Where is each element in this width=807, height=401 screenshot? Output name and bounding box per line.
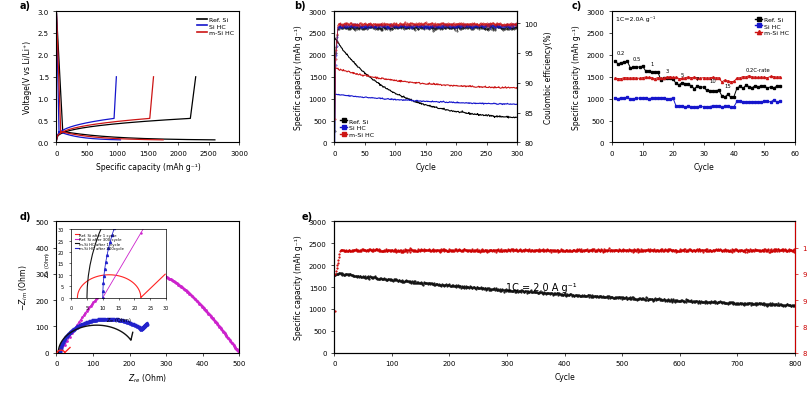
Text: 0.2: 0.2: [617, 51, 625, 56]
Text: 0.2C-rate: 0.2C-rate: [746, 67, 771, 72]
Text: e): e): [302, 211, 313, 221]
Legend: Ref. Si, Si HC, m-Si HC: Ref. Si, Si HC, m-Si HC: [337, 116, 377, 140]
Text: b): b): [294, 2, 306, 11]
Y-axis label: $-Z_{im}$ (Ohm): $-Z_{im}$ (Ohm): [17, 264, 30, 310]
Text: 1C=2.0A g⁻¹: 1C=2.0A g⁻¹: [616, 16, 655, 22]
X-axis label: Cycle: Cycle: [554, 372, 575, 381]
Y-axis label: Specific capacity (mAh g⁻¹): Specific capacity (mAh g⁻¹): [294, 235, 303, 340]
Text: 5: 5: [680, 73, 684, 78]
Text: 3: 3: [665, 69, 668, 74]
Y-axis label: Voltage(V vs Li/Li⁺): Voltage(V vs Li/Li⁺): [23, 41, 32, 114]
Text: 15: 15: [725, 84, 731, 89]
Text: 1: 1: [650, 62, 654, 67]
X-axis label: Cycle: Cycle: [693, 162, 714, 171]
X-axis label: Cycle: Cycle: [416, 162, 436, 171]
Y-axis label: Specific capacity (mAh g⁻¹): Specific capacity (mAh g⁻¹): [294, 25, 303, 130]
X-axis label: Specific capacity (mAh g⁻¹): Specific capacity (mAh g⁻¹): [95, 162, 200, 171]
Legend: Ref. Si, Si HC, m-Si HC: Ref. Si, Si HC, m-Si HC: [194, 15, 236, 39]
Text: c): c): [572, 2, 582, 11]
Legend: Ref. Si, Si HC, m-Si HC: Ref. Si, Si HC, m-Si HC: [752, 15, 792, 39]
Text: a): a): [20, 2, 31, 11]
Text: 0.5: 0.5: [633, 57, 641, 61]
Y-axis label: Specific capacity (mAh g⁻¹): Specific capacity (mAh g⁻¹): [572, 25, 581, 130]
Text: d): d): [20, 211, 31, 221]
X-axis label: $Z_{re}$ (Ohm): $Z_{re}$ (Ohm): [128, 372, 167, 385]
Text: 7: 7: [696, 77, 699, 81]
Text: 1C = 2.0 A g⁻¹: 1C = 2.0 A g⁻¹: [506, 282, 577, 292]
Y-axis label: Coulombic efficiency(%): Coulombic efficiency(%): [544, 31, 553, 124]
Text: 10: 10: [709, 79, 716, 84]
